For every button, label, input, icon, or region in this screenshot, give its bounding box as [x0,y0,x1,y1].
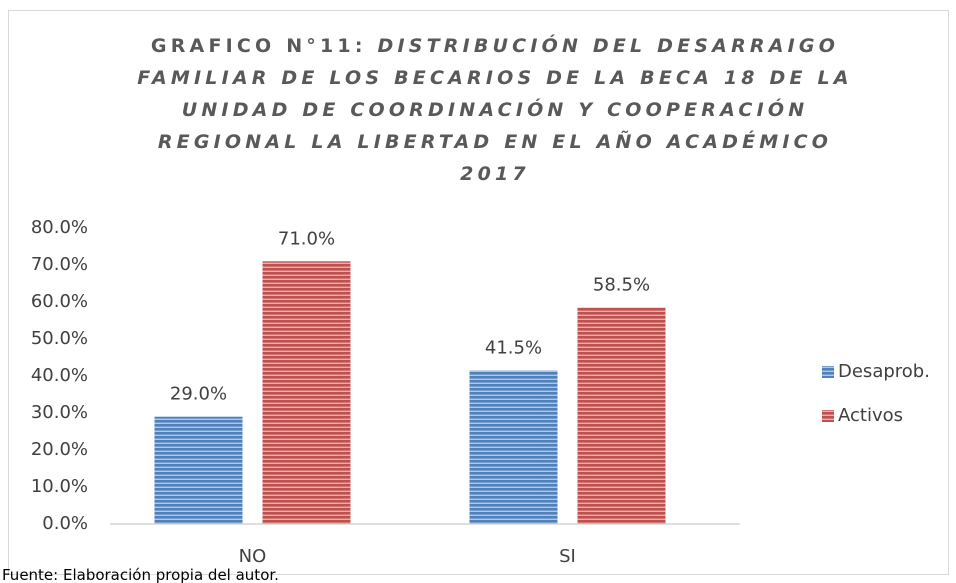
y-tick-label: 10.0% [31,476,88,497]
title-text: DISTRIBUCIÓN DEL DESARRAIGO FAMILIAR DE … [137,35,853,185]
bar [154,416,243,524]
y-tick-label: 20.0% [31,439,88,460]
data-label: 29.0% [170,384,227,405]
x-tick-label: SI [559,546,576,567]
bar [262,261,351,524]
title-label: GRAFICO N°11: [150,35,367,57]
legend-label: Activos [838,405,903,426]
y-tick-label: 80.0% [31,217,88,238]
y-tick-label: 70.0% [31,254,88,275]
data-label: 58.5% [593,275,650,296]
source-note: Fuente: Elaboración propia del autor. [2,566,279,583]
legend-label: Desaprob. [838,361,930,382]
y-tick-label: 30.0% [31,402,88,423]
chart-title: GRAFICO N°11: DISTRIBUCIÓN DEL DESARRAIG… [130,30,860,190]
x-tick-label: NO [239,546,267,567]
data-label: 41.5% [485,337,542,358]
legend-swatch [822,366,834,378]
y-tick-label: 60.0% [31,291,88,312]
data-label: 71.0% [278,228,335,249]
y-tick-label: 0.0% [42,513,88,534]
y-tick-label: 50.0% [31,328,88,349]
chart-border [8,10,949,575]
legend-swatch [822,410,834,422]
y-tick-label: 40.0% [31,365,88,386]
bar [469,370,558,524]
bar [577,307,666,524]
